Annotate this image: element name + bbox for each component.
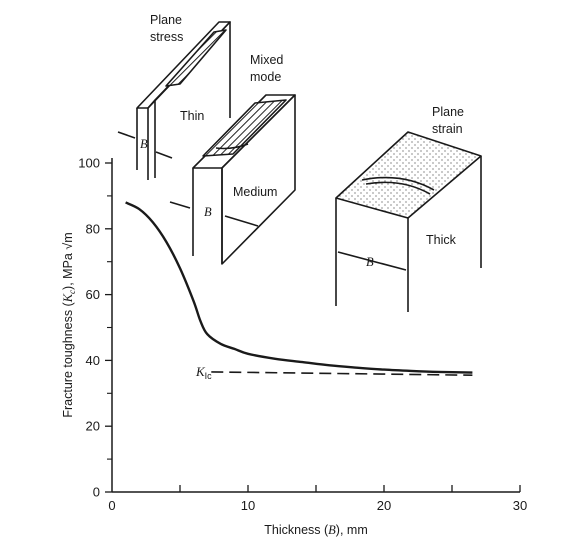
- thick-top-face: [335, 131, 482, 219]
- medium-dim-arrow-right: [224, 215, 259, 227]
- thick-dim-arrow: [337, 251, 407, 271]
- thin-dim-arrow-right: [155, 151, 173, 159]
- series-group: [125, 201, 473, 377]
- thin-specimen-sketch: [117, 21, 231, 180]
- medium-label: Medium: [233, 185, 277, 199]
- medium-dim-arrow-left: [169, 201, 191, 209]
- y-tick-label: 80: [86, 221, 100, 236]
- plane-strain-label-line2: strain: [432, 122, 463, 136]
- fracture-toughness-curve: [125, 201, 473, 374]
- plane-stress-label-line1: Plane: [150, 13, 182, 27]
- mixed-mode-label-line2: mode: [250, 70, 281, 84]
- thin-shear-lip: [165, 29, 227, 87]
- thin-label: Thin: [180, 109, 204, 123]
- ticks-group: 0 20 40 60 80 100 0 10 20 30: [78, 156, 527, 514]
- b-thick-label: B: [366, 255, 374, 269]
- medium-crack-front: [215, 143, 249, 150]
- x-axis-label: Thickness (B), mm: [264, 523, 367, 537]
- medium-specimen-sketch: [169, 94, 296, 265]
- y-tick-label: 100: [78, 156, 100, 171]
- y-axis-label: Fracture toughness (Kc), MPa √m: [61, 232, 77, 417]
- plane-stress-label-line2: stress: [150, 30, 183, 44]
- axes: [111, 158, 520, 493]
- plane-strain-label-line1: Plane: [432, 105, 464, 119]
- thick-label: Thick: [426, 233, 457, 247]
- y-tick-label: 60: [86, 287, 100, 302]
- kic-label: KIc: [195, 364, 212, 381]
- thin-dim-arrow-left: [117, 131, 136, 139]
- y-tick-label: 40: [86, 353, 100, 368]
- y-tick-label: 0: [93, 485, 100, 500]
- b-thin-label: B: [140, 137, 148, 151]
- thick-specimen-sketch: [335, 131, 482, 312]
- x-tick-label: 0: [108, 498, 115, 513]
- y-tick-label: 20: [86, 419, 100, 434]
- b-medium-label: B: [204, 205, 212, 219]
- thick-crack-front-2: [365, 181, 431, 195]
- medium-fracture-face: [202, 99, 287, 157]
- x-tick-label: 30: [513, 498, 527, 513]
- kic-dashed-line: [211, 371, 473, 377]
- x-tick-label: 20: [377, 498, 391, 513]
- mixed-mode-label-line1: Mixed: [250, 53, 283, 67]
- x-tick-label: 10: [241, 498, 255, 513]
- thick-crack-front: [361, 176, 435, 191]
